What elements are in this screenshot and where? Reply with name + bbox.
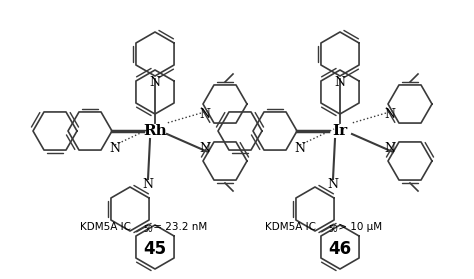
Text: N: N [328,179,338,191]
Text: = 23.2 nM: = 23.2 nM [150,222,207,232]
Text: 50: 50 [328,225,338,235]
Text: N: N [200,143,210,155]
Text: N: N [384,143,395,155]
Text: KDM5A IC: KDM5A IC [80,222,131,232]
Text: KDM5A IC: KDM5A IC [265,222,316,232]
Text: N: N [143,179,154,191]
Text: 46: 46 [328,240,352,258]
Text: Rh: Rh [143,124,167,138]
Text: > 10 μM: > 10 μM [335,222,382,232]
Text: 45: 45 [144,240,166,258]
Text: N: N [149,76,161,88]
Text: N: N [109,143,120,155]
Text: Ir: Ir [332,124,347,138]
Text: N: N [335,76,346,88]
Text: N: N [294,143,306,155]
Text: 50: 50 [143,225,153,235]
Text: N: N [200,107,210,121]
Text: N: N [384,107,395,121]
